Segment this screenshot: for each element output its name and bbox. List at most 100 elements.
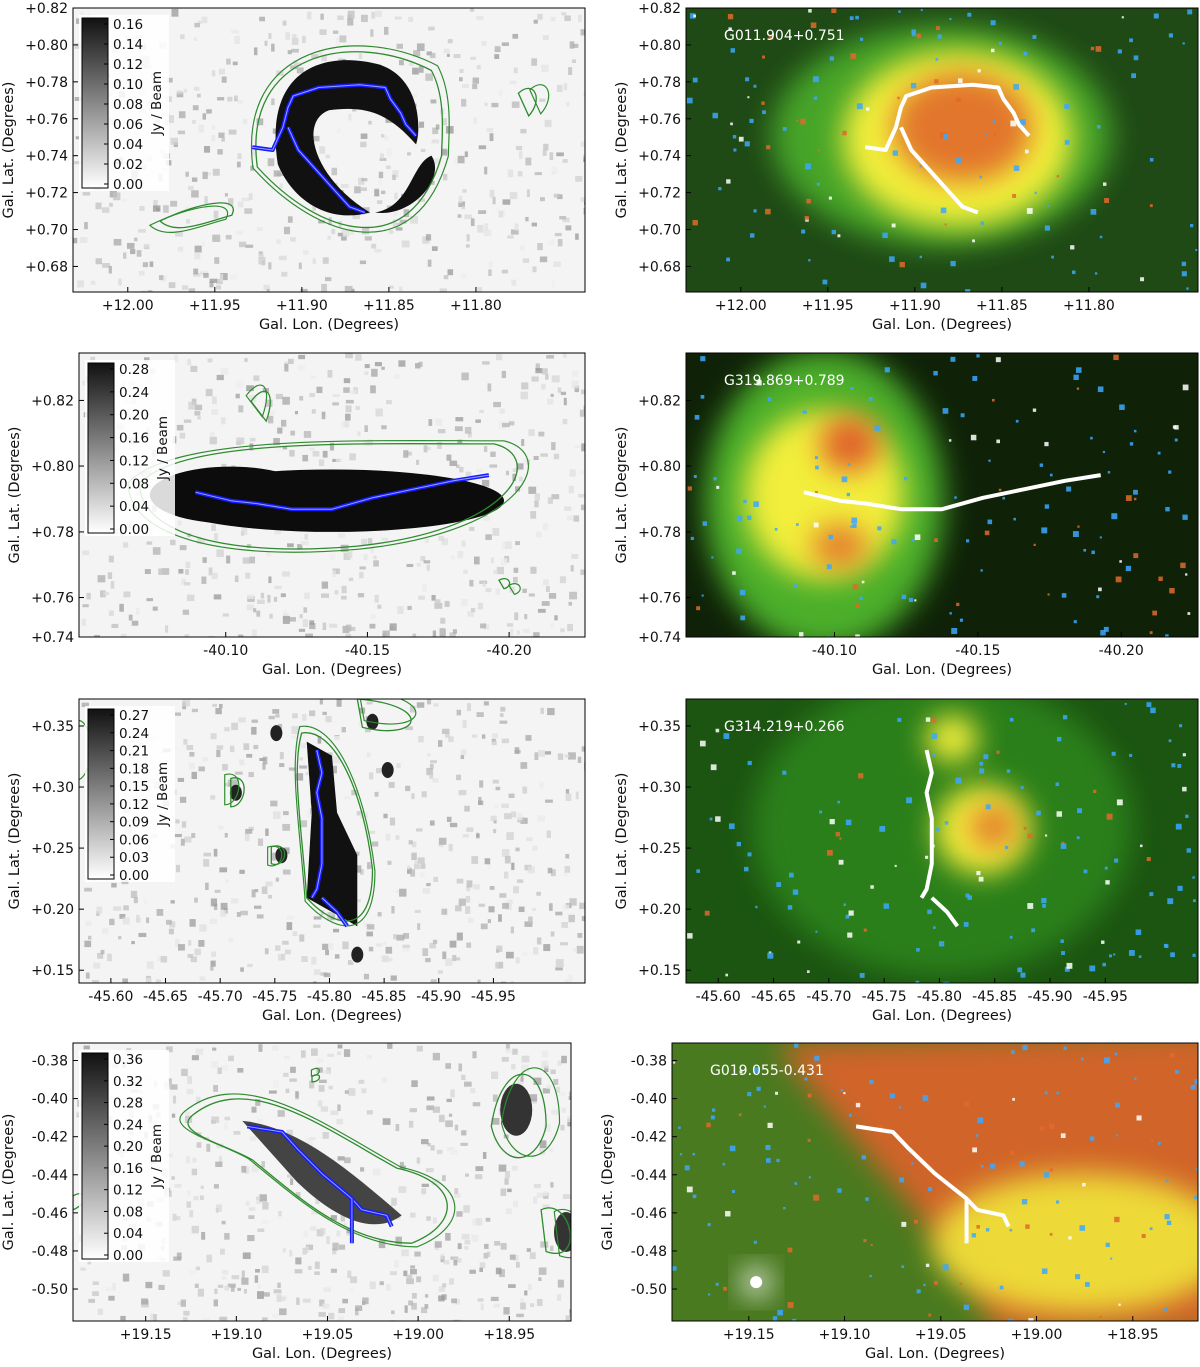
point-source xyxy=(1064,966,1070,972)
noise-pixel xyxy=(189,1210,194,1218)
colorbar-label: Jy / Beam xyxy=(149,71,165,136)
noise-pixel xyxy=(567,752,576,760)
source-label: G019.055-0.431 xyxy=(710,1063,824,1079)
noise-pixel xyxy=(88,935,92,940)
noise-pixel xyxy=(421,1188,427,1195)
point-source xyxy=(749,118,754,124)
point-source xyxy=(1004,845,1009,850)
noise-pixel xyxy=(564,506,572,511)
noise-pixel xyxy=(360,812,368,819)
noise-pixel xyxy=(172,1213,177,1221)
point-source xyxy=(793,584,798,589)
x-tick-label: -40.15 xyxy=(345,643,390,659)
noise-pixel xyxy=(196,1142,202,1148)
point-source xyxy=(1168,470,1172,474)
point-source xyxy=(1113,953,1116,956)
noise-pixel xyxy=(337,533,346,538)
noise-pixel xyxy=(313,981,317,983)
filament-spine xyxy=(864,82,1031,152)
noise-pixel xyxy=(328,1085,333,1090)
noise-pixel xyxy=(568,601,573,606)
noise-pixel xyxy=(287,216,293,223)
point-source xyxy=(816,182,820,186)
point-source xyxy=(738,136,744,142)
y-tick-label: +0.74 xyxy=(638,149,681,165)
noise-pixel xyxy=(443,173,448,181)
noise-pixel xyxy=(488,906,495,913)
noise-pixel xyxy=(359,260,367,265)
noise-pixel xyxy=(389,626,394,631)
noise-pixel xyxy=(574,385,580,393)
noise-pixel xyxy=(310,375,317,380)
point-source xyxy=(750,233,755,238)
noise-pixel xyxy=(213,848,218,857)
noise-pixel xyxy=(438,740,443,747)
noise-pixel xyxy=(471,856,479,864)
noise-pixel xyxy=(327,235,331,240)
noise-pixel xyxy=(234,95,238,100)
noise-pixel xyxy=(496,949,500,953)
noise-pixel xyxy=(185,171,189,177)
y-tick-label: +0.82 xyxy=(638,1,681,17)
point-source xyxy=(949,17,952,21)
noise-pixel xyxy=(454,157,458,165)
noise-pixel xyxy=(560,628,565,633)
noise-pixel xyxy=(259,757,266,762)
noise-pixel xyxy=(432,630,437,637)
noise-pixel xyxy=(312,258,316,265)
noise-pixel xyxy=(199,924,207,932)
point-source xyxy=(743,499,747,504)
noise-pixel xyxy=(371,841,379,847)
noise-pixel xyxy=(337,15,344,21)
noise-pixel xyxy=(568,1096,571,1100)
noise-pixel xyxy=(336,1118,343,1125)
noise-pixel xyxy=(105,1287,113,1292)
noise-pixel xyxy=(309,392,316,398)
noise-pixel xyxy=(386,148,392,156)
noise-pixel xyxy=(348,1088,356,1096)
colorbar-tick-label: 0.12 xyxy=(119,453,149,469)
noise-pixel xyxy=(564,871,568,877)
filament-spine-core xyxy=(247,1125,393,1227)
noise-pixel xyxy=(393,212,398,216)
noise-pixel xyxy=(494,804,499,809)
noise-pixel xyxy=(521,382,529,390)
noise-pixel xyxy=(247,1234,255,1242)
noise-pixel xyxy=(211,70,216,77)
noise-pixel xyxy=(370,546,374,554)
noise-pixel xyxy=(241,527,248,536)
noise-pixel xyxy=(486,1251,491,1257)
right-panel-2: G319.869+0.789-40.10 -40.15 -40.20+0.82+0.… xyxy=(614,352,1199,678)
noise-pixel xyxy=(325,949,330,956)
noise-pixel xyxy=(501,269,509,274)
noise-pixel xyxy=(224,193,228,197)
noise-pixel xyxy=(235,393,240,399)
noise-pixel xyxy=(272,1080,280,1088)
noise-pixel xyxy=(428,419,433,426)
noise-pixel xyxy=(449,1278,454,1285)
noise-pixel xyxy=(429,773,434,779)
point-source xyxy=(898,10,901,13)
noise-pixel xyxy=(153,1314,157,1321)
noise-pixel xyxy=(566,515,574,521)
noise-pixel xyxy=(88,1298,96,1303)
point-source xyxy=(851,517,858,524)
noise-pixel xyxy=(395,1236,402,1245)
noise-pixel xyxy=(438,1286,446,1292)
noise-pixel xyxy=(569,1308,571,1317)
contour-line xyxy=(517,87,537,118)
colorbar-tick-label: 0.00 xyxy=(119,868,149,884)
ir-red-core xyxy=(969,804,1018,849)
x-tick-label: -40.10 xyxy=(812,643,857,659)
point-source xyxy=(831,229,836,235)
point-source xyxy=(843,903,846,906)
noise-pixel xyxy=(313,969,321,976)
noise-pixel xyxy=(513,576,518,583)
point-source xyxy=(972,239,975,243)
noise-pixel xyxy=(176,424,184,431)
noise-pixel xyxy=(407,864,411,870)
noise-pixel xyxy=(170,900,175,904)
noise-pixel xyxy=(581,916,585,922)
point-source xyxy=(1133,489,1138,495)
noise-pixel xyxy=(567,1115,571,1123)
